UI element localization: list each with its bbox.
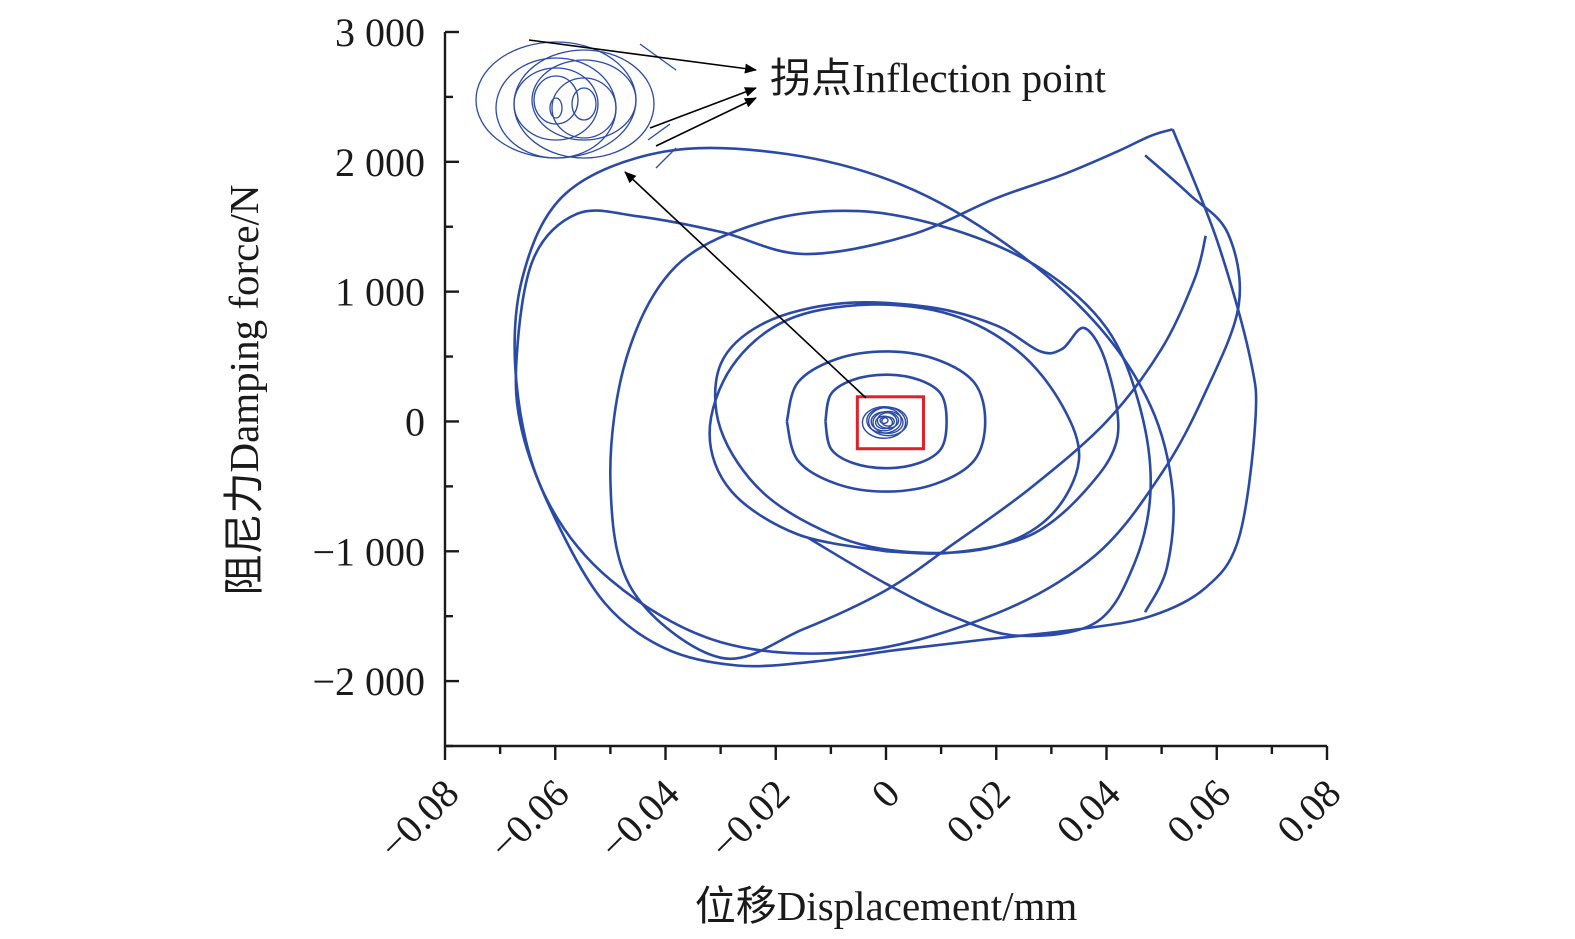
- hysteresis-loop-2: [513, 146, 1242, 655]
- center-spiral-loop: [861, 405, 907, 439]
- inflection-point-label: 拐点Inflection point: [770, 55, 1107, 101]
- x-tick-label: −0.04: [591, 771, 688, 868]
- x-axis-title: 位移Displacement/mm: [695, 883, 1078, 929]
- x-tick-label: −0.08: [370, 771, 467, 868]
- inset-loop: [533, 75, 579, 125]
- inflection-zoom-inset: [475, 41, 677, 169]
- y-tick-label: 0: [405, 399, 425, 444]
- inset-loop: [549, 97, 563, 119]
- y-tick-label: 3 000: [335, 10, 425, 55]
- y-axis-title: 阻尼力Damping force/N: [221, 184, 267, 595]
- hysteresis-loop-1: [514, 128, 1258, 668]
- x-tick-label: 0.02: [937, 771, 1018, 852]
- inflection-arrow-2: [649, 87, 757, 129]
- center-spiral-loop: [872, 410, 904, 435]
- inset-loop: [513, 67, 599, 141]
- y-tick-label: 1 000: [335, 270, 425, 315]
- inset-loop: [531, 59, 637, 141]
- inflection-arrow-3: [655, 97, 757, 147]
- annotations: 拐点Inflection point: [528, 39, 1107, 399]
- plot-area: [513, 128, 1258, 668]
- inset-loop: [551, 77, 617, 139]
- x-tick-label: 0.08: [1268, 771, 1349, 852]
- axes: −0.08 −0.06 −0.04 −0.02 0 0.02 0.04 0.06 0.08 −2 …: [312, 10, 1349, 868]
- x-tick-label: 0.06: [1158, 771, 1239, 852]
- inflection-arrow-1: [528, 39, 757, 74]
- y-tick-label: 2 000: [335, 140, 425, 185]
- x-tick-label: −0.06: [480, 771, 577, 868]
- x-tick-label: 0.04: [1048, 771, 1129, 852]
- hysteresis-loop-6: [785, 350, 987, 493]
- x-tick-label: 0: [862, 771, 908, 817]
- zoom-box: [855, 395, 925, 451]
- x-tick-label: −0.02: [701, 771, 798, 868]
- y-tick-label: −1 000: [312, 529, 425, 574]
- inset-loop: [571, 87, 597, 121]
- hysteresis-loop-4: [708, 300, 1120, 555]
- y-tick-label: −2 000: [312, 659, 425, 704]
- zoom-pointer-arrow: [624, 171, 867, 399]
- hysteresis-loop-3: [609, 209, 1207, 661]
- inset-loop: [513, 49, 655, 159]
- center-spiral-loop: [874, 415, 894, 430]
- hysteresis-loop-5: [824, 373, 948, 470]
